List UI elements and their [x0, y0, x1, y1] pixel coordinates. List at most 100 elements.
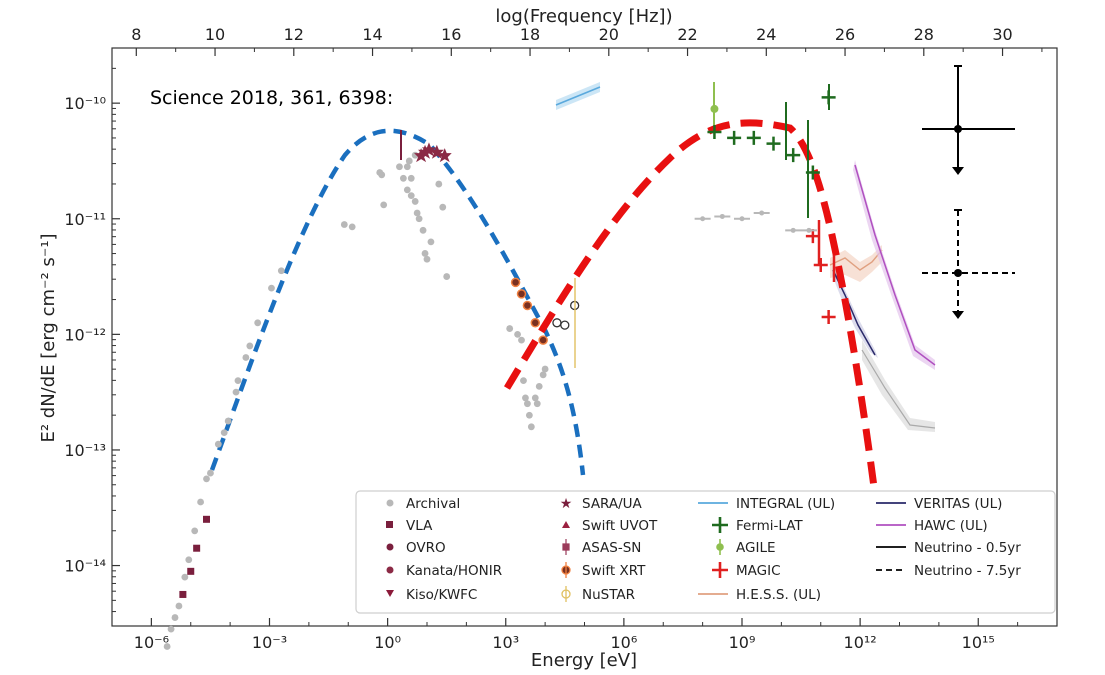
- archival-point: [413, 209, 421, 217]
- legend-label-asas-sn: ASAS-SN: [582, 540, 641, 556]
- legend-label-swift-xrt: Swift XRT: [582, 563, 646, 579]
- archival-point: [443, 273, 451, 280]
- archival-point: [435, 180, 443, 188]
- x-tick-label: 10⁹: [729, 633, 756, 652]
- legend-label-kanata-honir: Kanata/HONIR: [406, 563, 502, 579]
- y-tick-label: 10⁻¹³: [64, 441, 106, 460]
- y-axis-title: E² dN/dE [erg cm⁻² s⁻¹]: [38, 233, 59, 442]
- error-bars: [400, 82, 836, 368]
- legend-label-agile: AGILE: [736, 540, 776, 556]
- top-tick-label: 30: [992, 25, 1012, 44]
- x-tick-label: 10¹⁵: [962, 633, 995, 652]
- legend: Archival VLA OVRO Kanata/HONIR Kiso/KWFC ★ SAR…: [386, 496, 1021, 603]
- legend-marker-nustar: [561, 586, 571, 602]
- archival-gamma-dot: [719, 213, 725, 219]
- archival-point: [171, 614, 179, 621]
- top-tick-label: 12: [284, 25, 304, 44]
- legend-label-archival: Archival: [406, 496, 460, 512]
- y-tick-label: 10⁻¹⁰: [64, 94, 106, 113]
- archival-point: [203, 475, 210, 483]
- archival-gamma-dot: [700, 216, 706, 222]
- archival-point: [242, 354, 250, 361]
- legend-marker-vla: [386, 521, 393, 528]
- vla-point: [187, 567, 195, 575]
- archival-point: [539, 371, 547, 379]
- archival-point: [518, 336, 525, 344]
- archival-point: [348, 223, 356, 231]
- legend-box: [355, 490, 1056, 614]
- top-tick-label: 26: [835, 25, 855, 44]
- swift-xrt-point: [530, 318, 541, 328]
- archival-point: [163, 643, 171, 650]
- y-tick-label: 10⁻¹⁴: [64, 557, 106, 576]
- grey-ul-line: [861, 349, 936, 429]
- archival-point: [522, 394, 529, 402]
- archival-point: [378, 171, 386, 179]
- vla-point: [203, 515, 210, 523]
- synchrotron-model-curve: [209, 128, 586, 476]
- archival-point: [411, 198, 419, 205]
- top-tick-label: 20: [599, 25, 619, 44]
- integral-ul-line: [555, 86, 601, 106]
- archival-point: [277, 267, 285, 275]
- archival-point: [533, 400, 541, 408]
- archival-point: [403, 163, 411, 171]
- archival-point: [232, 388, 240, 396]
- archival-point: [246, 342, 254, 350]
- legend-label-neutrino-7-5yr: Neutrino - 7.5yr: [914, 563, 1021, 579]
- x-tick-label: 10⁻⁶: [134, 633, 169, 652]
- archival-point: [234, 377, 242, 384]
- legend-label-hawc-ul: HAWC (UL): [914, 518, 988, 534]
- legend-label-sara-ua: SARA/UA: [582, 496, 643, 512]
- x-tick-label: 10⁶: [610, 633, 637, 652]
- legend-label-fermi-lat: Fermi-LAT: [736, 518, 803, 534]
- y-tick-label: 10⁻¹²: [64, 325, 106, 344]
- neutrino-7.5yr-marker: [922, 209, 1015, 319]
- legend-label-neutrino-0-5yr: Neutrino - 0.5yr: [914, 540, 1021, 556]
- y-ticks: 10⁻¹⁴ 10⁻¹³ 10⁻¹² 10⁻¹¹ 10⁻¹⁰: [64, 47, 120, 627]
- archival-point: [224, 417, 232, 425]
- archival-gamma-dot: [790, 227, 796, 233]
- vla-point: [179, 590, 187, 598]
- citation-annotation: Science 2018, 361, 6398:: [150, 87, 393, 109]
- x-tick-label: 10⁻³: [252, 633, 287, 652]
- legend-marker-fermi-lat: [712, 517, 728, 533]
- legend-marker-swift-uvot: [562, 521, 570, 528]
- archival-gamma-dot: [759, 210, 765, 216]
- legend-marker-kiso-kwfc: [386, 590, 394, 597]
- kanata-honir-point: [418, 144, 433, 159]
- kanata-honir-point: [421, 142, 436, 157]
- legend-label-h-e-s-s-ul: H.E.S.S. (UL): [736, 587, 821, 603]
- archival-point: [191, 527, 199, 535]
- archival-point: [427, 238, 435, 246]
- veritas-ul-band: [832, 265, 878, 358]
- data-points: [163, 90, 836, 650]
- archival-point: [403, 186, 411, 194]
- legend-label-kiso-kwfc: Kiso/KWFC: [406, 587, 477, 603]
- archival-point: [197, 498, 204, 506]
- archival-point: [506, 325, 514, 332]
- archival-point: [531, 394, 539, 402]
- legend-label-nustar: NuSTAR: [582, 587, 635, 603]
- y-tick-label: 10⁻¹¹: [64, 210, 106, 229]
- nustar-point: [552, 318, 562, 328]
- legend-marker-kanata-honir: [386, 566, 394, 574]
- archival-point: [380, 201, 388, 209]
- archival-point: [520, 377, 527, 384]
- archival-point: [407, 174, 415, 182]
- archival-point: [514, 330, 521, 338]
- fermi-lat-point: [707, 125, 722, 140]
- x-tick-label: 10⁰: [374, 633, 401, 652]
- top-tick-label: 10: [205, 25, 225, 44]
- legend-label-vla: VLA: [406, 518, 433, 534]
- nustar-point: [560, 320, 570, 330]
- legend-marker-swift-xrt: [561, 562, 571, 578]
- fermi-lat-point: [746, 130, 761, 145]
- legend-label-swift-uvot: Swift UVOT: [582, 518, 658, 534]
- archival-point: [340, 221, 348, 228]
- kanata-honir-point: [437, 148, 452, 163]
- archival-gamma-dot: [739, 216, 745, 222]
- x-tick-label: 10³: [492, 633, 519, 652]
- swift-xrt-point: [516, 289, 527, 299]
